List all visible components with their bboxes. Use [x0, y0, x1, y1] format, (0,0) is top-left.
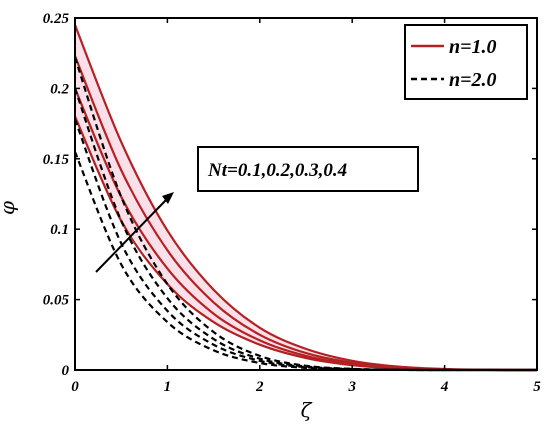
trend-arrow-head [162, 192, 174, 204]
tick-layer: 0 1 2 3 4 5 0 0.05 0.1 0.15 0.2 0.25 [43, 11, 542, 395]
x-tick-label: 3 [347, 379, 356, 395]
annotation: Nt=0.1,0.2,0.3,0.4 [95, 146, 419, 273]
x-tick-label: 4 [440, 379, 449, 395]
y-tick-label: 0.2 [50, 81, 69, 97]
x-tick-label: 2 [255, 379, 264, 395]
y-tick-label: 0.25 [43, 11, 70, 27]
legend: n=1.0 n=2.0 [404, 24, 528, 100]
annotation-box [197, 146, 419, 192]
annotation-text: Nt=0.1,0.2,0.3,0.4 [207, 160, 347, 181]
legend-box [404, 24, 528, 100]
x-tick-label: 0 [71, 379, 79, 395]
y-tick-label: 0.15 [43, 152, 70, 168]
series-line-n1-nt-0.3 [73, 55, 538, 372]
legend-label-n1: n=1.0 [449, 36, 497, 58]
trend-arrow-shaft [95, 199, 167, 273]
y-axis-label: φ [0, 201, 19, 215]
series-line-n2-nt-0.4 [73, 57, 537, 372]
plot-frame [74, 17, 538, 371]
x-tick-label: 5 [533, 379, 541, 395]
x-tick-label: 1 [164, 379, 172, 395]
legend-label-n2: n=2.0 [449, 69, 497, 91]
x-axis-label: ζ [301, 398, 313, 422]
y-tick-label: 0.05 [43, 293, 70, 309]
band-shading-n1 [75, 25, 537, 370]
y-tick-label: 0.1 [50, 222, 69, 238]
y-tick-label: 0 [62, 363, 70, 379]
